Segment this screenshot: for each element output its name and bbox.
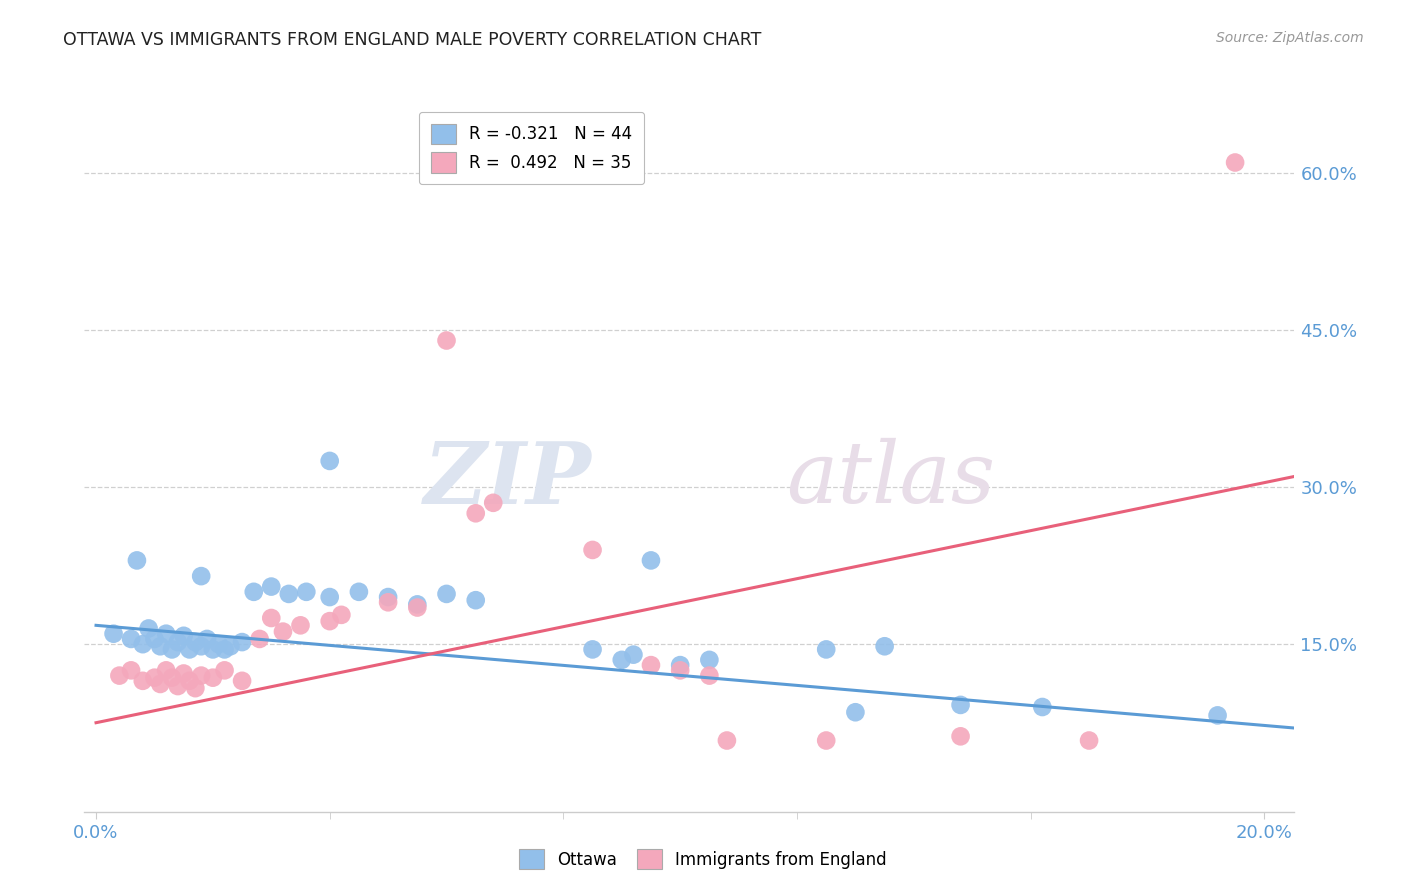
Point [815,642,838,657]
Point [125,553,148,567]
Point [219,640,242,654]
Text: atlas: atlas [786,438,995,521]
Point [623,648,645,662]
Point [231,673,253,688]
Point [179,673,201,688]
Point [201,671,224,685]
Point [581,642,603,657]
Point [330,607,353,622]
Point [190,640,212,654]
Point [214,642,236,657]
Point [406,600,429,615]
Point [610,653,633,667]
Point [1206,708,1229,723]
Point [160,671,183,685]
Point [464,506,486,520]
Point [699,653,721,667]
Point [669,658,692,673]
Point [214,664,236,678]
Point [173,629,195,643]
Point [184,635,207,649]
Point [173,666,195,681]
Point [318,590,340,604]
Text: Source: ZipAtlas.com: Source: ZipAtlas.com [1216,31,1364,45]
Point [103,626,125,640]
Point [155,626,177,640]
Point [347,584,370,599]
Point [149,640,172,654]
Point [132,673,155,688]
Point [318,614,340,628]
Point [949,729,972,743]
Point [436,334,458,348]
Point [143,632,166,646]
Point [132,637,155,651]
Point [231,635,253,649]
Point [149,677,172,691]
Point [201,642,224,657]
Point [640,658,662,673]
Point [1223,155,1246,169]
Point [290,618,312,632]
Point [120,632,142,646]
Point [699,668,721,682]
Point [949,698,972,712]
Point [242,584,264,599]
Point [260,580,283,594]
Point [377,595,399,609]
Point [406,598,429,612]
Point [464,593,486,607]
Point [295,584,318,599]
Point [844,705,866,719]
Point [669,664,692,678]
Legend: Ottawa, Immigrants from England: Ottawa, Immigrants from England [509,838,897,880]
Text: OTTAWA VS IMMIGRANTS FROM ENGLAND MALE POVERTY CORRELATION CHART: OTTAWA VS IMMIGRANTS FROM ENGLAND MALE P… [63,31,762,49]
Point [184,681,207,695]
Point [1078,733,1101,747]
Point [190,569,212,583]
Point [155,664,177,678]
Point [815,733,838,747]
Point [260,611,283,625]
Legend: R = -0.321   N = 44, R =  0.492   N = 35: R = -0.321 N = 44, R = 0.492 N = 35 [419,112,644,185]
Point [482,496,505,510]
Point [138,622,160,636]
Point [179,642,201,657]
Point [166,635,188,649]
Point [873,640,896,654]
Point [160,642,183,657]
Point [166,679,188,693]
Point [120,664,142,678]
Point [436,587,458,601]
Point [271,624,294,639]
Point [581,543,603,558]
Point [190,668,212,682]
Point [640,553,662,567]
Point [208,637,231,651]
Point [716,733,738,747]
Point [318,454,340,468]
Text: ZIP: ZIP [425,438,592,521]
Point [1031,700,1053,714]
Point [195,632,218,646]
Point [277,587,299,601]
Point [249,632,271,646]
Point [143,671,166,685]
Point [108,668,131,682]
Point [377,590,399,604]
